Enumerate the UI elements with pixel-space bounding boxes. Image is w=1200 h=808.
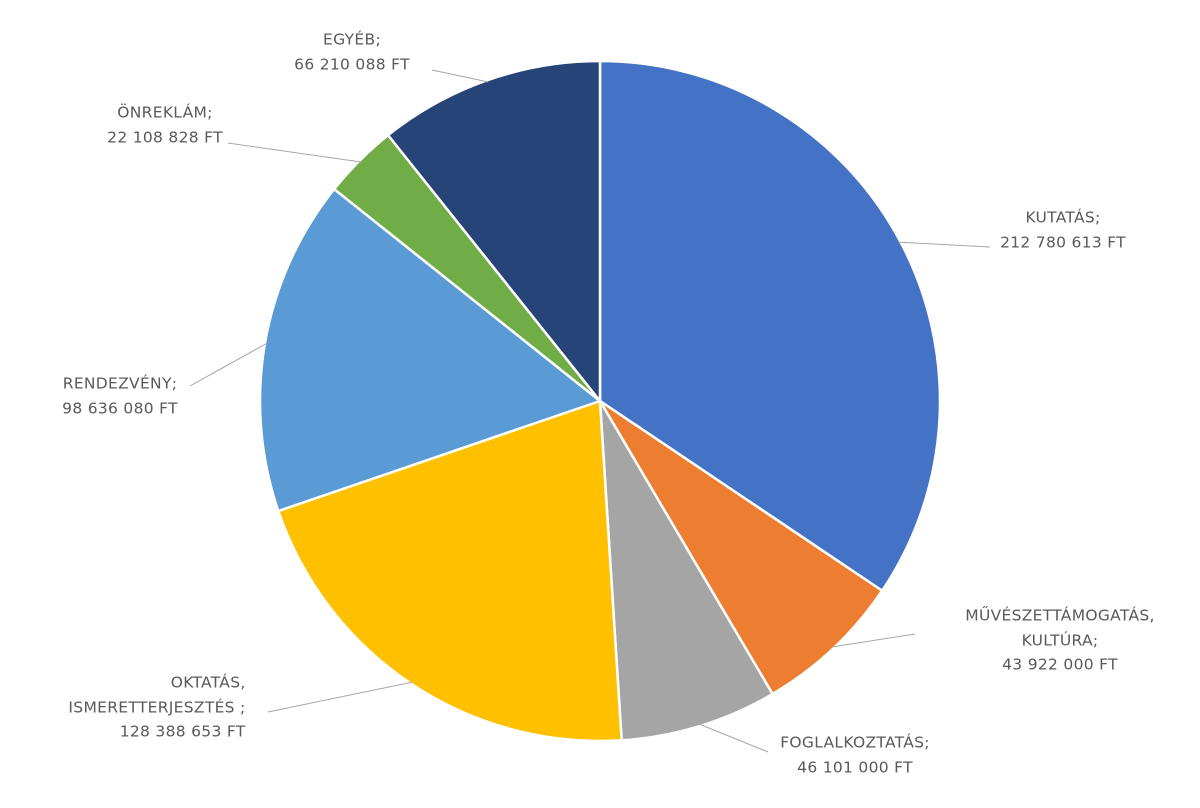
category-label: EGYÉB; xyxy=(323,30,381,49)
value-label: 22 108 828 FT xyxy=(107,128,223,146)
pie-slice xyxy=(386,59,602,405)
pie-slice xyxy=(598,400,775,742)
pie-slice xyxy=(598,59,942,593)
leader-line xyxy=(699,723,769,753)
data-label: RENDEZVÉNY; 98 636 080 FT xyxy=(62,372,178,421)
pie-slice xyxy=(276,399,623,743)
category-label: OKTATÁS, ISMERETTERJESZTÉS ; xyxy=(68,673,246,716)
value-label: 128 388 653 FT xyxy=(119,722,246,741)
category-label: RENDEZVÉNY; xyxy=(62,374,178,393)
value-label: 212 780 613 FT xyxy=(1000,233,1126,251)
leader-line xyxy=(189,342,268,387)
data-label: ÖNREKLÁM; 22 108 828 FT xyxy=(107,101,223,150)
leader-line xyxy=(431,69,489,83)
value-label: 43 922 000 FT xyxy=(1002,655,1118,674)
leader-line xyxy=(898,241,991,248)
value-label: 98 636 080 FT xyxy=(62,399,178,417)
data-label: KUTATÁS; 212 780 613 FT xyxy=(1000,206,1126,255)
data-label: MŰVÉSZETTÁMOGATÁS, KULTÚRA; 43 922 000 FT xyxy=(965,603,1154,677)
pie-slice xyxy=(598,399,884,696)
data-label: OKTATÁS, ISMERETTERJESZTÉS ; 128 388 653 … xyxy=(68,670,245,744)
leader-line xyxy=(227,142,362,163)
leader-line xyxy=(267,681,413,713)
category-label: ÖNREKLÁM; xyxy=(117,103,213,122)
category-label: KUTATÁS; xyxy=(1025,208,1101,227)
category-label: MŰVÉSZETTÁMOGATÁS, KULTÚRA; xyxy=(965,606,1155,649)
value-label: 46 101 000 FT xyxy=(797,758,913,776)
data-label: EGYÉB; 66 210 088 FT xyxy=(294,28,410,77)
pie-slice xyxy=(258,187,603,513)
leader-line xyxy=(831,633,916,648)
category-label: FOGLALKOZTATÁS; xyxy=(780,733,930,752)
value-label: 66 210 088 FT xyxy=(294,55,410,73)
data-label: FOGLALKOZTATÁS; 46 101 000 FT xyxy=(780,731,930,780)
